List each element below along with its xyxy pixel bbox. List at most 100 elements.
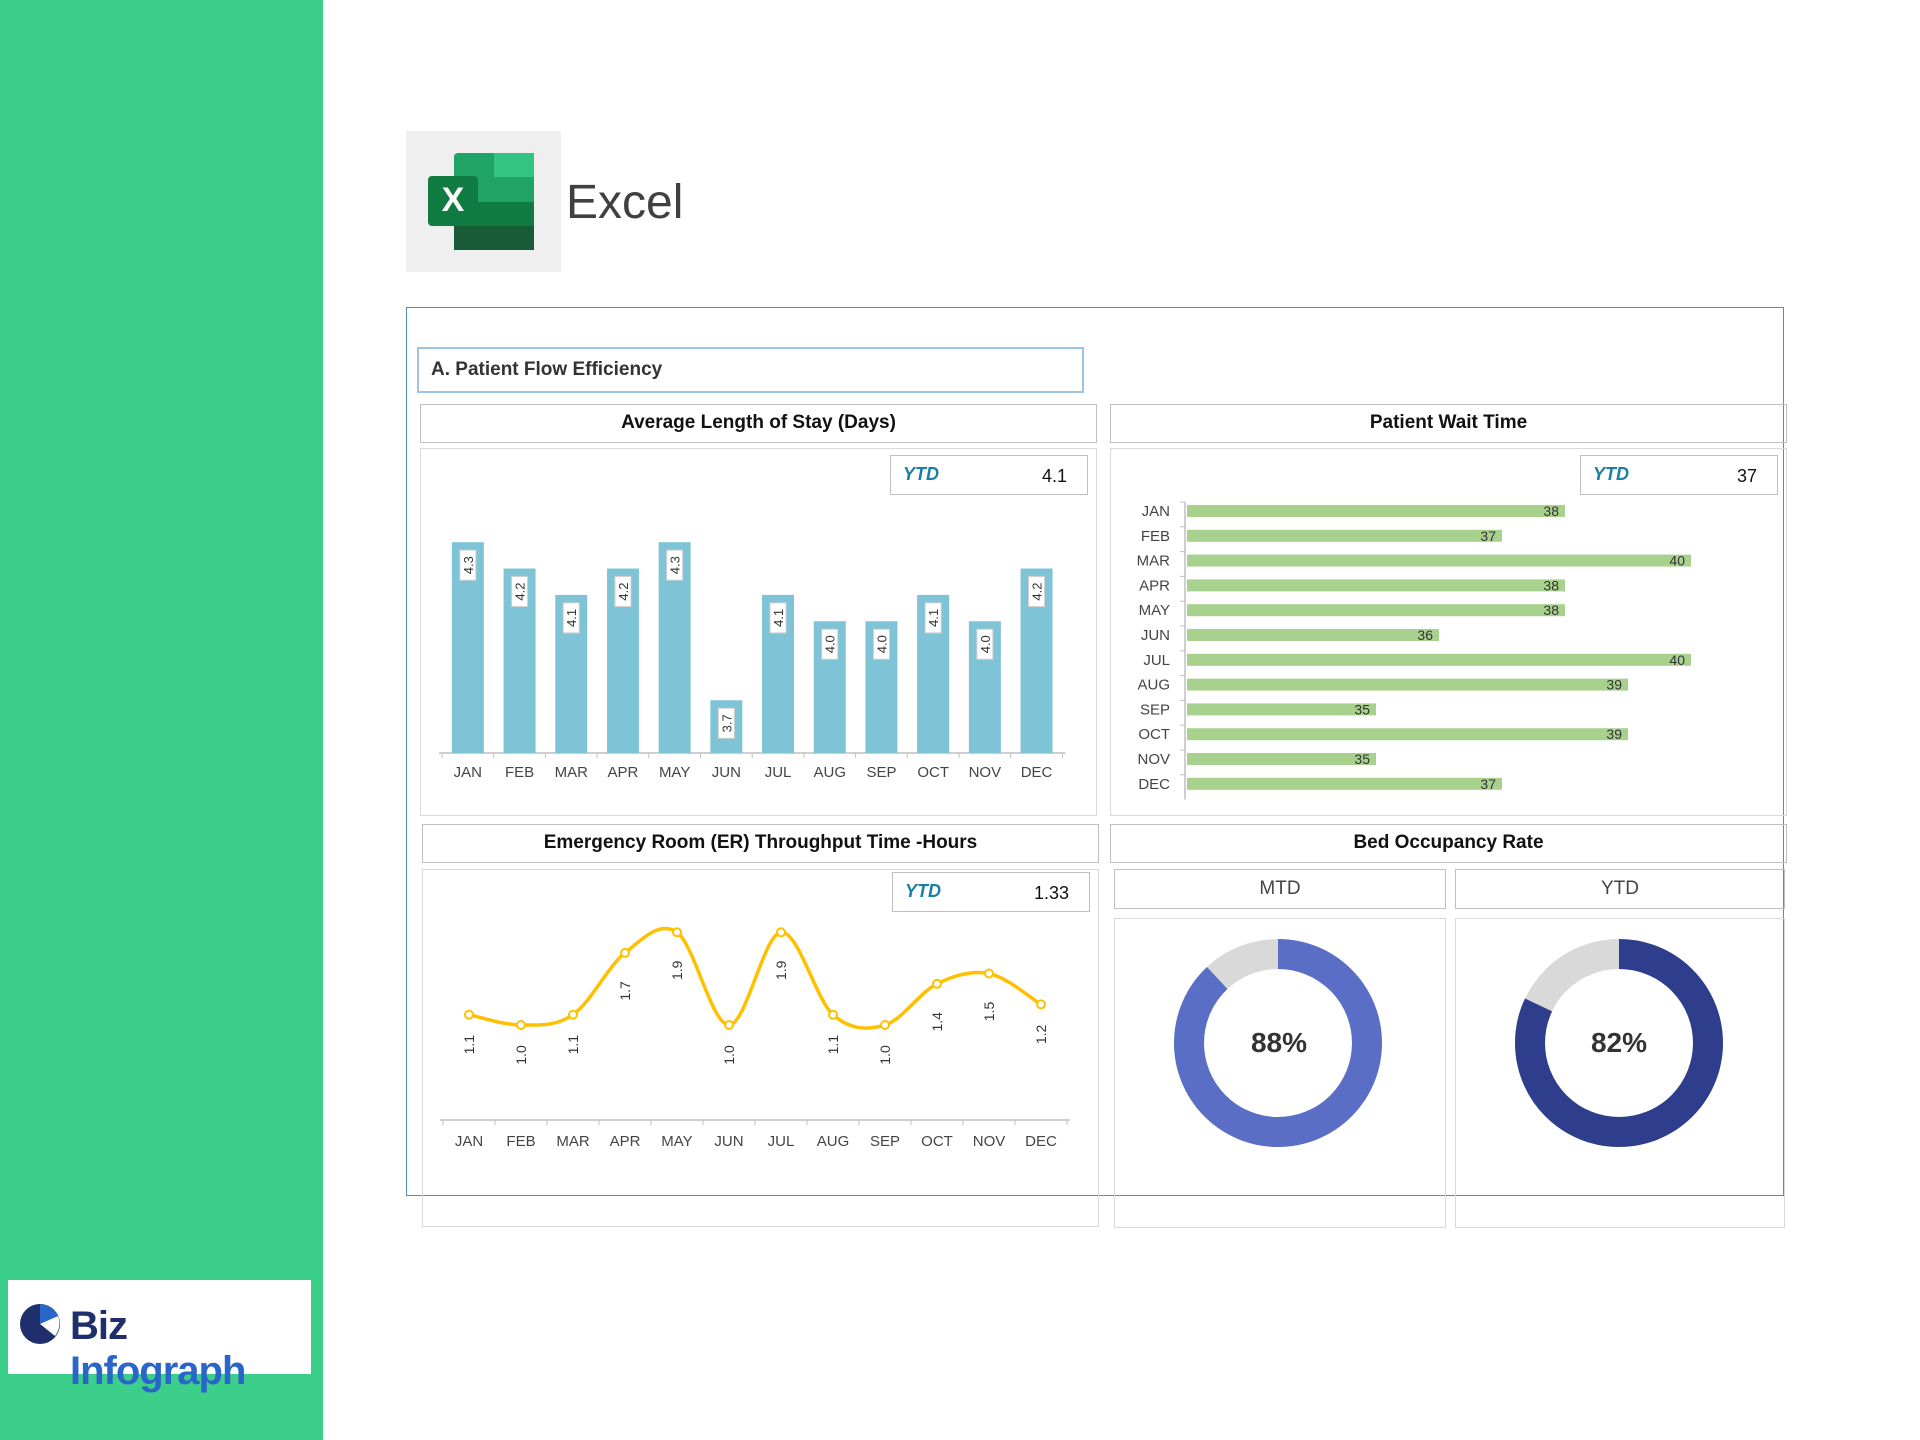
los-data-label-box <box>821 628 839 660</box>
wait-bar-jan <box>1187 505 1565 517</box>
los-x-tick-label: FEB <box>505 764 534 781</box>
er-x-tick-label: FEB <box>506 1133 535 1150</box>
er-data-label: 1.0 <box>877 1045 893 1065</box>
wait-data-label: 37 <box>1480 528 1496 544</box>
er-point-oct <box>932 978 942 989</box>
er-line-chart: 1.1 JAN 1.0 FEB 1.1 MAR 1.7 APR 1.9 MAY 1.0 JUN 1.9 J… <box>440 926 1070 1150</box>
los-data-label-box <box>511 576 529 608</box>
beds-mtd-percent: 88% <box>1250 1027 1308 1058</box>
er-ytd-value: 1.33 <box>1033 883 1069 903</box>
wait-bar-oct <box>1187 728 1628 741</box>
wait-data-label: 36 <box>1417 627 1433 643</box>
wait-bar-feb <box>1187 529 1502 542</box>
er-point-may <box>672 927 682 938</box>
wait-ytd-box: YTD 37 <box>1580 455 1778 495</box>
los-x-tick-label: DEC <box>1021 764 1053 781</box>
er-x-tick-label: MAY <box>661 1133 692 1150</box>
los-x-tick-label: MAY <box>659 764 690 781</box>
er-data-label: 1.4 <box>929 1012 945 1032</box>
wait-y-tick-label: SEP <box>1140 701 1170 718</box>
er-series-line <box>468 926 1042 1030</box>
wait-data-label: 39 <box>1606 677 1622 693</box>
er-point-dec <box>1036 999 1046 1010</box>
brand-name-part2: Infograph <box>70 1349 246 1393</box>
wait-y-tick-label: OCT <box>1138 726 1170 743</box>
los-data-label-box <box>614 576 632 608</box>
los-ytd-value: 4.1 <box>1041 466 1067 486</box>
los-x-tick-label: NOV <box>969 764 1002 781</box>
wait-bar-dec <box>1187 777 1502 790</box>
beds-ytd-percent: 82% <box>1590 1027 1648 1058</box>
los-x-tick-label: SEP <box>866 764 896 781</box>
los-x-tick-label: JUN <box>712 764 741 781</box>
los-data-label: 4.3 <box>461 556 476 574</box>
er-data-label: 1.9 <box>669 960 685 980</box>
brand-name-part1: Biz <box>70 1304 128 1348</box>
beds-mtd-slice-occupied <box>1174 939 1382 1147</box>
er-chart-title: Emergency Room (ER) Throughput Time -Hou… <box>422 824 1099 863</box>
wait-ytd-label: YTD <box>1593 464 1629 484</box>
wait-bar-aug <box>1187 678 1628 691</box>
wait-ytd-value: 37 <box>1736 466 1757 486</box>
er-point-nov <box>984 968 994 979</box>
wait-data-label: 40 <box>1669 652 1685 668</box>
wait-y-tick-label: MAR <box>1137 553 1171 570</box>
er-ytd-box: YTD 1.33 <box>892 872 1090 912</box>
los-x-tick-label: OCT <box>917 764 949 781</box>
er-x-tick-label: APR <box>610 1133 641 1150</box>
er-point-sep <box>880 1020 890 1030</box>
los-data-label-box <box>717 707 735 739</box>
beds-mtd-donut <box>1174 939 1382 1147</box>
los-data-label: 4.0 <box>874 635 889 653</box>
er-data-label: 1.9 <box>773 960 789 980</box>
wait-data-label: 35 <box>1354 751 1370 767</box>
beds-ytd-slice-occupied <box>1515 939 1723 1147</box>
los-data-label: 4.1 <box>564 609 579 627</box>
brand-logo: Biz Infograph <box>8 1280 311 1393</box>
er-x-tick-label: JUN <box>714 1133 743 1150</box>
er-x-tick-label: AUG <box>817 1133 850 1150</box>
er-chart-panel: YTD 1.33 1.1 JAN 1.0 FEB 1.1 MAR 1.7 APR 1.9 MAY 1… <box>422 869 1099 1227</box>
er-point-mar <box>568 1009 578 1020</box>
wait-bar-mar <box>1187 554 1691 567</box>
er-data-label: 1.7 <box>617 981 633 1001</box>
beds-ytd-panel: 82% <box>1455 918 1785 1228</box>
los-x-tick-label: MAR <box>555 764 589 781</box>
wait-y-tick-label: NOV <box>1137 751 1170 768</box>
wait-bar-nov <box>1187 753 1376 765</box>
beds-mtd-panel: 88% <box>1114 918 1446 1228</box>
los-data-label: 4.1 <box>926 609 941 627</box>
wait-data-label: 38 <box>1543 577 1559 593</box>
beds-mtd-header: MTD <box>1114 869 1446 909</box>
wait-y-tick-label: JUL <box>1143 652 1170 669</box>
er-x-tick-label: MAR <box>556 1133 590 1150</box>
er-x-tick-label: OCT <box>921 1133 953 1150</box>
er-data-label: 1.1 <box>565 1035 581 1055</box>
los-ytd-label: YTD <box>903 464 939 484</box>
wait-data-label: 38 <box>1543 503 1559 519</box>
er-data-label: 1.0 <box>513 1045 529 1065</box>
wait-bar-sep <box>1187 703 1376 716</box>
los-data-label-box <box>769 602 787 634</box>
er-data-label: 1.0 <box>721 1045 737 1065</box>
app-title: Excel <box>566 176 684 229</box>
wait-data-label: 37 <box>1480 776 1496 792</box>
los-data-label-box <box>872 628 890 660</box>
wait-bar-jul <box>1187 653 1691 666</box>
los-data-label: 4.0 <box>978 635 993 653</box>
sidebar <box>0 0 323 1440</box>
er-data-label: 1.2 <box>1033 1024 1049 1044</box>
los-data-label: 4.2 <box>513 582 528 600</box>
los-data-label-box <box>976 628 994 660</box>
los-ytd-box: YTD 4.1 <box>890 455 1088 495</box>
los-data-label: 4.2 <box>616 582 631 600</box>
wait-chart-panel: YTD 37 38 JAN 37 FEB 40 MAR 38 APR 38 MAY 36 JUN 40 J… <box>1110 448 1787 816</box>
wait-y-tick-label: JAN <box>1142 503 1170 520</box>
er-data-label: 1.1 <box>825 1035 841 1055</box>
wait-bar-jun <box>1187 629 1439 641</box>
wait-y-tick-label: DEC <box>1138 776 1170 793</box>
wait-y-tick-label: APR <box>1139 577 1170 594</box>
er-point-apr <box>620 947 630 958</box>
los-bar-chart: 4.3 JAN 4.2 FEB 4.1 MAR 4.2 APR 4.3 MAY 3.7 JUN 4.1 J… <box>439 542 1066 781</box>
wait-bar-apr <box>1187 579 1565 592</box>
